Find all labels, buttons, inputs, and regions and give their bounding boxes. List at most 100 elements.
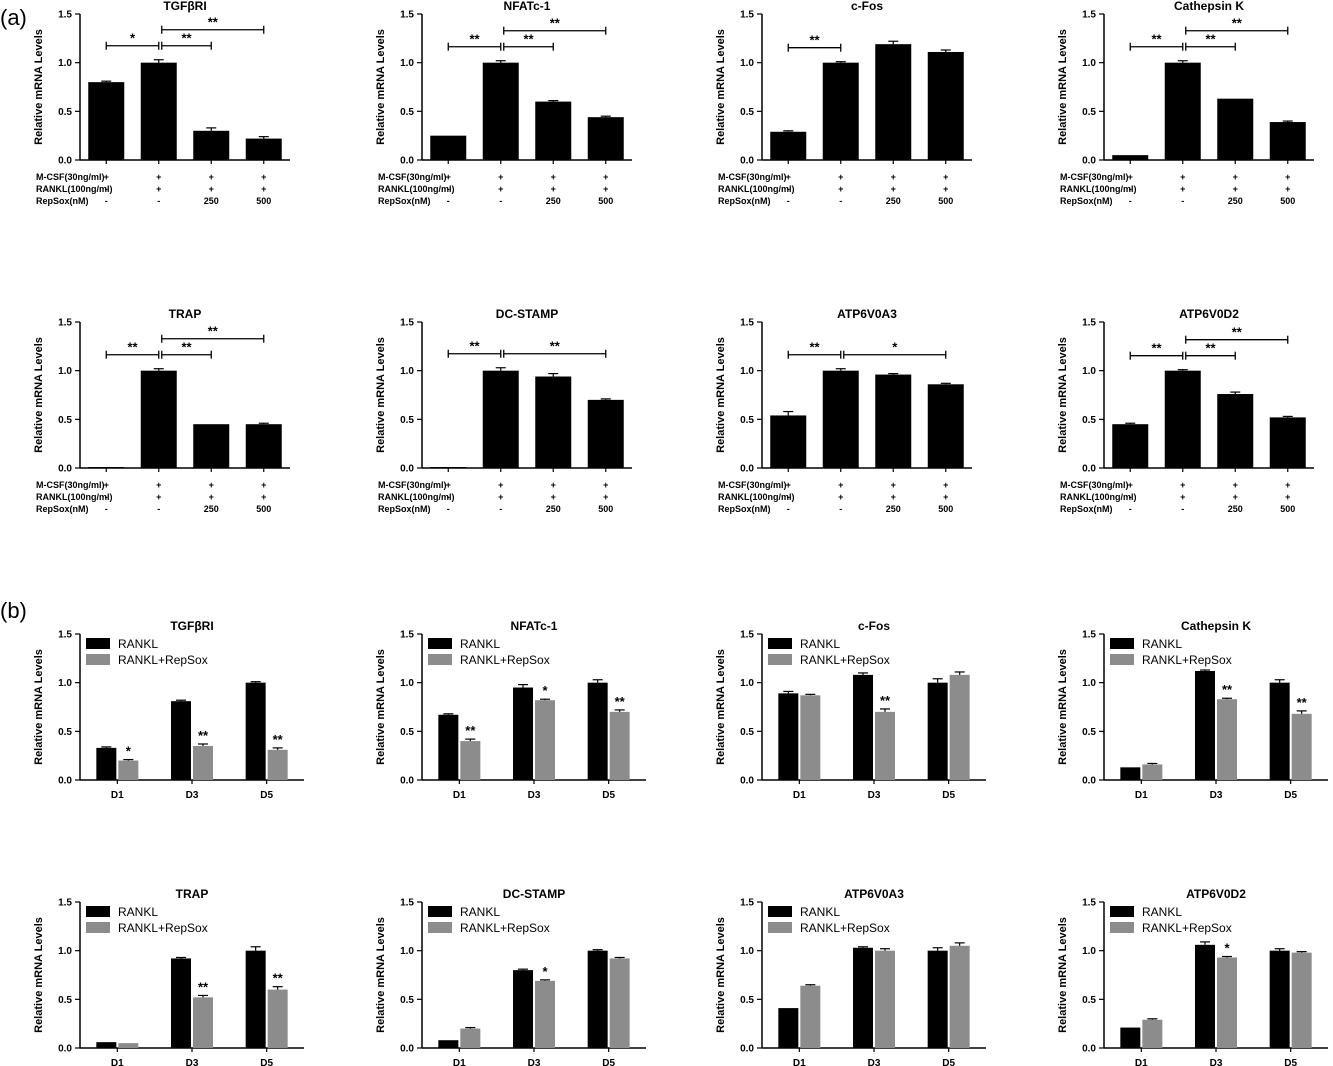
chart-b-cathepsin-k-sig-label: ** — [1222, 682, 1233, 697]
chart-a-cathepsin-k-condition-label: RANKL(100ng/ml) — [1060, 184, 1137, 194]
chart-a-cathepsin-k-ytick-label: 1.0 — [1082, 58, 1096, 69]
chart-a-tgf-ri-title: TGFβRI — [163, 0, 206, 13]
chart-b-tgf-ri-title: TGFβRI — [170, 619, 213, 633]
chart-b-cathepsin-k-bar-rankl-repsox — [1142, 764, 1163, 780]
chart-a-atp6v0a3-condition-value: + — [891, 492, 896, 502]
chart-b-nfatc-1-xtick-label: D5 — [602, 790, 615, 801]
chart-b-dc-stamp-legend-label: RANKL+RepSox — [460, 921, 550, 935]
chart-a-trap-bar — [245, 424, 282, 468]
chart-a-nfatc-1-title: NFATc-1 — [504, 0, 551, 13]
chart-b-tgf-ri-ytick-label: 0.5 — [58, 727, 72, 738]
chart-b-c-fos-bar-rankl — [853, 674, 873, 780]
chart-a-cathepsin-k-condition-value: + — [1233, 172, 1238, 182]
chart-b-nfatc-1-ylabel: Relative mRNA Levels — [375, 649, 387, 765]
chart-a-c-fos-condition-label: RepSox(nM) — [718, 196, 771, 206]
chart-b-cathepsin-k-xtick-label: D3 — [1210, 790, 1223, 801]
chart-a-c-fos-title: c-Fos — [851, 0, 883, 13]
chart-a-dc-stamp-ytick-label: 1.5 — [400, 318, 414, 329]
chart-b-tgf-ri-ytick-label: 1.5 — [58, 630, 72, 641]
chart-b-atp6v0a3-bar-rankl — [853, 947, 873, 1048]
chart-a-c-fos-condition-value: + — [943, 172, 948, 182]
chart-b-c-fos-xtick-label: D3 — [868, 790, 881, 801]
chart-b-trap-xtick-label: D3 — [186, 1058, 199, 1066]
chart-a-cathepsin-k-condition-value: 500 — [1280, 196, 1295, 206]
chart-a-cathepsin-k: 0.0 0.5 1.0 1.5 Relative mRNA Levels Cathepsi… — [1057, 0, 1314, 206]
chart-a-c-fos-ytick-label: 0.0 — [740, 156, 754, 167]
chart-a-atp6v0a3-ytick-label: 1.5 — [740, 318, 754, 329]
chart-a-dc-stamp-ytick-label: 0.0 — [400, 464, 414, 475]
chart-b-cathepsin-k-legend-label: RANKL — [1142, 637, 1182, 651]
chart-b-nfatc-1-title: NFATc-1 — [511, 619, 558, 633]
chart-a-atp6v0a3-ytick-label: 1.0 — [740, 366, 754, 377]
chart-b-atp6v0d2-bar-rankl-repsox — [1142, 1019, 1163, 1048]
chart-b-trap-bar-rankl-repsox — [193, 997, 213, 1048]
chart-b-trap-ylabel: Relative mRNA Levels — [33, 917, 45, 1033]
chart-b-dc-stamp-bar-rankl-repsox — [460, 1028, 481, 1048]
chart-a-atp6v0d2-sig-label: ** — [1232, 325, 1243, 340]
chart-a-c-fos-bar — [875, 44, 912, 160]
chart-a-c-fos-ytick-label: 1.0 — [740, 58, 754, 69]
chart-a-trap-condition-value: + — [261, 480, 266, 490]
chart-a-nfatc-1-bar — [430, 135, 467, 160]
chart-a-nfatc-1-condition-value: - — [499, 196, 502, 206]
chart-a-trap-ytick-label: 0.5 — [58, 415, 72, 426]
chart-a-c-fos-ytick-label: 1.5 — [740, 10, 754, 21]
chart-a-trap-condition-value: 250 — [204, 504, 219, 514]
chart-b-tgf-ri-legend-label: RANKL+RepSox — [118, 653, 208, 667]
chart-b-trap-sig-label: ** — [198, 979, 209, 994]
chart-a-c-fos-condition-value: 500 — [938, 196, 953, 206]
chart-b-dc-stamp-ytick-label: 1.5 — [400, 898, 414, 909]
chart-b-dc-stamp-legend-swatch — [428, 906, 452, 917]
chart-b-atp6v0a3-ytick-label: 0.0 — [740, 1044, 754, 1055]
chart-b-cathepsin-k-ytick-label: 1.5 — [1082, 630, 1096, 641]
chart-a-tgf-ri-sig-label: ** — [208, 15, 219, 30]
chart-b-atp6v0a3-bar-rankl-repsox — [800, 985, 821, 1048]
chart-a-tgf-ri-condition-value: - — [105, 184, 108, 194]
chart-a-dc-stamp-sig-label: ** — [550, 339, 561, 354]
chart-a-dc-stamp-condition-value: 250 — [546, 504, 561, 514]
chart-b-nfatc-1-bar-rankl — [513, 687, 533, 780]
chart-b-trap-ytick-label: 0.0 — [58, 1044, 72, 1055]
chart-b-nfatc-1-legend-label: RANKL — [460, 637, 500, 651]
chart-a-tgf-ri-condition-value: + — [156, 184, 161, 194]
chart-a-atp6v0a3-condition-value: + — [786, 480, 791, 490]
chart-b-tgf-ri-bar-rankl — [171, 701, 191, 780]
chart-a-trap-ylabel: Relative mRNA Levels — [33, 337, 45, 453]
chart-b-atp6v0a3-xtick-label: D5 — [942, 1058, 955, 1066]
chart-b-trap-bar-rankl — [171, 958, 191, 1048]
chart-a-atp6v0a3-bar — [822, 370, 859, 468]
chart-a-trap-condition-value: - — [105, 492, 108, 502]
chart-a-dc-stamp-condition-value: + — [498, 492, 503, 502]
chart-b-atp6v0a3-xtick-label: D1 — [793, 1058, 806, 1066]
chart-b-c-fos-xtick-label: D1 — [793, 790, 806, 801]
chart-a-dc-stamp-condition-value: + — [446, 480, 451, 490]
chart-b-nfatc-1-ytick-label: 1.0 — [400, 678, 414, 689]
chart-a-atp6v0a3-condition-label: RANKL(100ng/ml) — [718, 492, 795, 502]
chart-a-atp6v0d2-sig-label: ** — [1205, 341, 1216, 356]
chart-b-nfatc-1-xtick-label: D1 — [453, 790, 466, 801]
chart-a-tgf-ri-condition-value: + — [209, 184, 214, 194]
chart-a-tgf-ri-condition-value: + — [261, 172, 266, 182]
chart-b-nfatc-1-legend-label: RANKL+RepSox — [460, 653, 550, 667]
chart-b-dc-stamp-ytick-label: 0.5 — [400, 995, 414, 1006]
chart-b-atp6v0a3-xtick-label: D3 — [868, 1058, 881, 1066]
chart-b-atp6v0a3-ytick-label: 0.5 — [740, 995, 754, 1006]
chart-a-cathepsin-k-condition-value: - — [1181, 196, 1184, 206]
chart-a-trap-condition-value: + — [156, 480, 161, 490]
chart-a-tgf-ri-condition-value: - — [157, 196, 160, 206]
chart-a-cathepsin-k-bar — [1164, 62, 1201, 160]
chart-b-atp6v0a3-legend-swatch — [768, 906, 792, 917]
chart-a-atp6v0a3-ylabel: Relative mRNA Levels — [715, 337, 727, 453]
chart-b-dc-stamp-bar-rankl — [513, 970, 533, 1048]
chart-a-nfatc-1-condition-value: - — [447, 184, 450, 194]
chart-a-cathepsin-k-sig-label: ** — [1232, 16, 1243, 31]
chart-a-atp6v0a3-condition-value: - — [787, 504, 790, 514]
chart-b-c-fos-bar-rankl-repsox — [800, 695, 821, 780]
chart-a-tgf-ri-condition-label: M-CSF(30ng/ml) — [36, 172, 105, 182]
chart-a-c-fos-condition-label: RANKL(100ng/ml) — [718, 184, 795, 194]
chart-b-atp6v0d2-xtick-label: D1 — [1135, 1058, 1148, 1066]
chart-a-nfatc-1-ylabel: Relative mRNA Levels — [375, 29, 387, 145]
chart-a-atp6v0d2-condition-value: + — [1233, 492, 1238, 502]
chart-a-dc-stamp-ytick-label: 1.0 — [400, 366, 414, 377]
chart-a-atp6v0d2-condition-label: RANKL(100ng/ml) — [1060, 492, 1137, 502]
